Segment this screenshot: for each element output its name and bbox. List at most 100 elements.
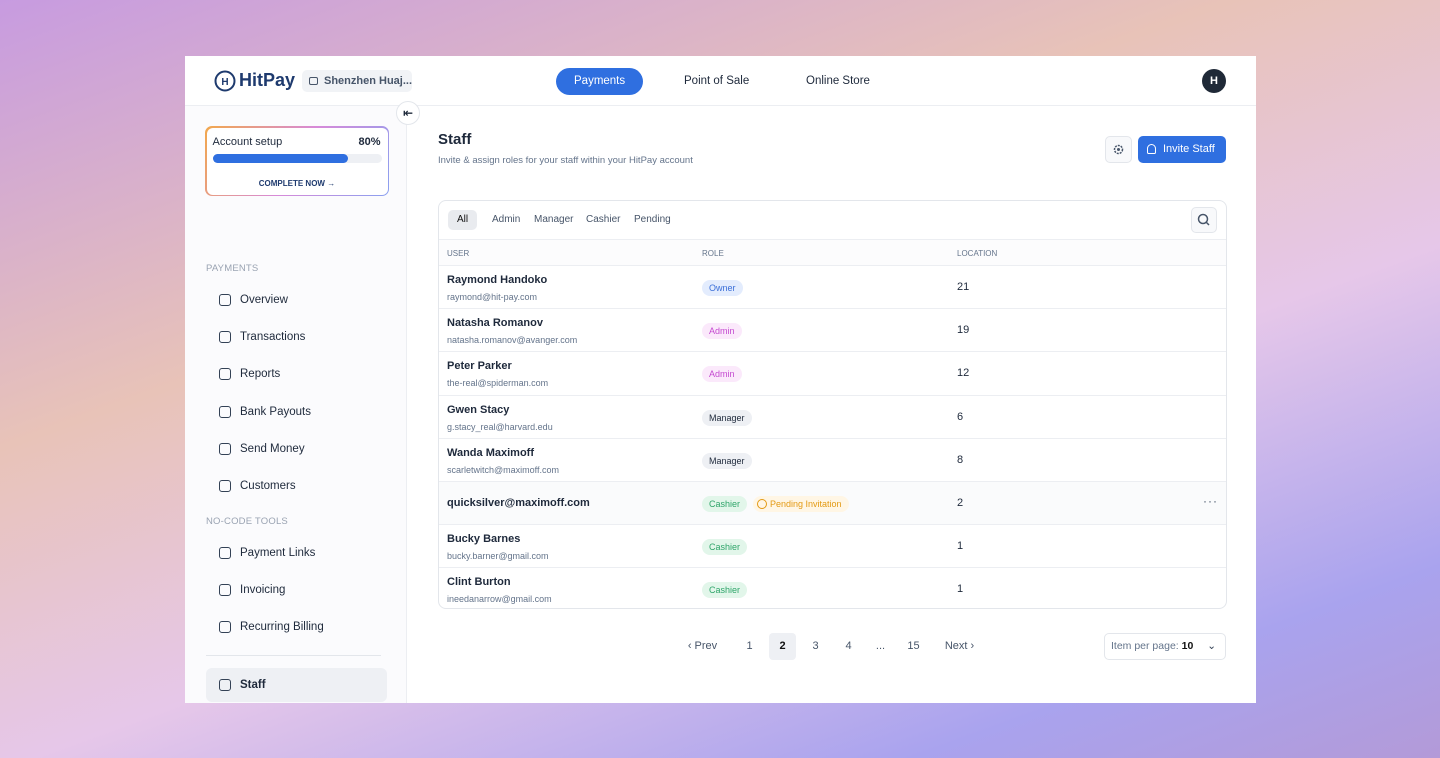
user-email: the-real@spiderman.com [447, 378, 549, 389]
avatar[interactable]: H [1202, 69, 1226, 93]
user-email: natasha.romanov@avanger.com [447, 335, 578, 346]
section-label: PAYMENTS [206, 263, 259, 274]
nav-icon [219, 368, 231, 381]
nav-item[interactable]: Send Money [206, 432, 387, 466]
table-row[interactable]: Bucky Barnes bucky.barner@gmail.com Cashie… [439, 524, 1226, 567]
nav-icon [219, 621, 231, 634]
prev-button[interactable]: ‹ Prev [687, 640, 718, 652]
setup-percent: 80% [358, 135, 381, 148]
nav-icon [219, 584, 231, 597]
nav-item[interactable]: Transactions [206, 320, 387, 354]
column-header: USER [447, 249, 470, 258]
search-button[interactable] [1191, 207, 1217, 233]
nav-item[interactable]: Overview [206, 283, 387, 317]
invite-label: Invite Staff [1163, 143, 1215, 155]
table-row[interactable]: Gwen Stacy g.stacy_real@harvard.edu Manage… [439, 394, 1226, 438]
nav-item[interactable]: Payment Links [206, 536, 387, 570]
nav-label: Send Money [240, 442, 305, 455]
nav-label: Recurring Billing [240, 621, 324, 634]
table-row[interactable]: Raymond Handoko raymond@hit-pay.com Owner 2… [439, 265, 1226, 308]
nav-label: Bank Payouts [240, 405, 311, 418]
user-name: Wanda Maximoff [447, 446, 534, 459]
logo-icon: H [214, 70, 236, 92]
nav-icon [219, 442, 231, 455]
user-name: Clint Burton [447, 576, 511, 589]
filter-tab[interactable]: Admin [492, 214, 521, 225]
nav-icon [219, 547, 231, 559]
setup-card[interactable]: Account setup 80% COMPLETE NOW → [205, 126, 389, 196]
page-button[interactable]: ... [875, 640, 886, 652]
nav-tab[interactable]: Online Store [806, 75, 870, 87]
page-button[interactable]: 15 [907, 640, 920, 652]
per-page-label: Item per page: [1111, 640, 1179, 652]
per-page-value: 10 [1181, 640, 1194, 652]
svg-text:H: H [221, 77, 228, 88]
column-header: LOCATION [957, 249, 998, 258]
nav-item[interactable]: Invoicing [206, 573, 387, 607]
next-button[interactable]: Next › [944, 640, 975, 652]
nav-tab[interactable]: Payments [556, 68, 644, 95]
nav-label: Staff [240, 679, 266, 691]
role-badge: Cashier [702, 539, 748, 556]
nav-label: Transactions [240, 331, 306, 344]
location-count: 8 [957, 453, 964, 466]
store-name: Shenzhen Huaj... [324, 75, 413, 87]
user-email: ineedanarrow@gmail.com [447, 594, 552, 605]
table-header [439, 239, 1226, 265]
filter-tab[interactable]: All [448, 210, 478, 230]
nav-item[interactable]: Customers [206, 469, 387, 503]
location-count: 2 [957, 497, 964, 509]
nav-icon [219, 294, 231, 306]
nav-icon [219, 331, 231, 344]
role-badge: Cashier [702, 582, 748, 599]
page-subtitle: Invite & assign roles for your staff wit… [438, 155, 693, 166]
location-count: 12 [957, 367, 970, 380]
nav-label: Reports [240, 368, 281, 381]
section-label: NO-CODE TOOLS [206, 516, 288, 527]
page-button[interactable]: 2 [769, 633, 796, 660]
table-row[interactable]: quicksilver@maximoff.com Cashier Pending I… [439, 481, 1226, 524]
user-email: quicksilver@maximoff.com [447, 497, 590, 509]
user-email: scarletwitch@maximoff.com [447, 464, 559, 475]
store-switcher[interactable]: Shenzhen Huaj... [302, 70, 412, 92]
role-badge: Manager [702, 452, 752, 469]
nav-label: Customers [240, 480, 296, 492]
role-badge: Manager [702, 409, 752, 426]
location-count: 1 [957, 540, 964, 553]
nav-item[interactable]: Bank Payouts [206, 395, 387, 429]
table-row[interactable]: Peter Parker the-real@spiderman.com Admin 1… [439, 351, 1226, 394]
per-page-select[interactable]: Item per page: 10 ⌄ [1104, 633, 1226, 660]
page-button[interactable]: 4 [845, 640, 852, 652]
nav-tab[interactable]: Point of Sale [684, 75, 750, 87]
nav-label: Invoicing [240, 584, 286, 597]
page-button[interactable]: 3 [812, 640, 819, 652]
nav-item[interactable]: Staff [206, 668, 387, 702]
filter-tab[interactable]: Cashier [586, 214, 621, 225]
role-badge: Admin [702, 323, 742, 340]
filter-tab[interactable]: Manager [534, 214, 574, 225]
invite-button[interactable]: Invite Staff [1138, 136, 1226, 163]
nav-item[interactable]: Reports [206, 357, 387, 391]
complete-now[interactable]: COMPLETE NOW → [258, 178, 336, 188]
filter-tab[interactable]: Pending [634, 214, 671, 225]
settings-button[interactable] [1105, 136, 1132, 163]
nav-icon [219, 480, 231, 492]
location-count: 6 [957, 410, 964, 423]
user-name: Natasha Romanov [447, 317, 543, 330]
table-row[interactable]: Natasha Romanov natasha.romanov@avanger.c… [439, 308, 1226, 351]
table-row[interactable]: Wanda Maximoff scarletwitch@maximoff.com M… [439, 437, 1226, 481]
nav-item[interactable]: Recurring Billing [206, 610, 387, 644]
table-row[interactable]: Clint Burton ineedanarrow@gmail.com Cashie… [439, 567, 1226, 610]
role-badge: Cashier [702, 496, 748, 512]
row-menu[interactable]: ··· [1203, 494, 1218, 508]
sidebar: Account setup 80% COMPLETE NOW → PAYMENT… [185, 106, 407, 703]
location-count: 19 [957, 324, 970, 337]
divider [206, 655, 381, 656]
collapse-button[interactable]: ⇤ [396, 101, 420, 125]
staff-table: All Admin Manager Cashier Pending USER ROLE LOC… [438, 200, 1227, 609]
user-name: Bucky Barnes [447, 533, 521, 546]
column-header: ROLE [702, 249, 724, 258]
user-email: bucky.barner@gmail.com [447, 551, 549, 562]
page-button[interactable]: 1 [746, 640, 753, 652]
